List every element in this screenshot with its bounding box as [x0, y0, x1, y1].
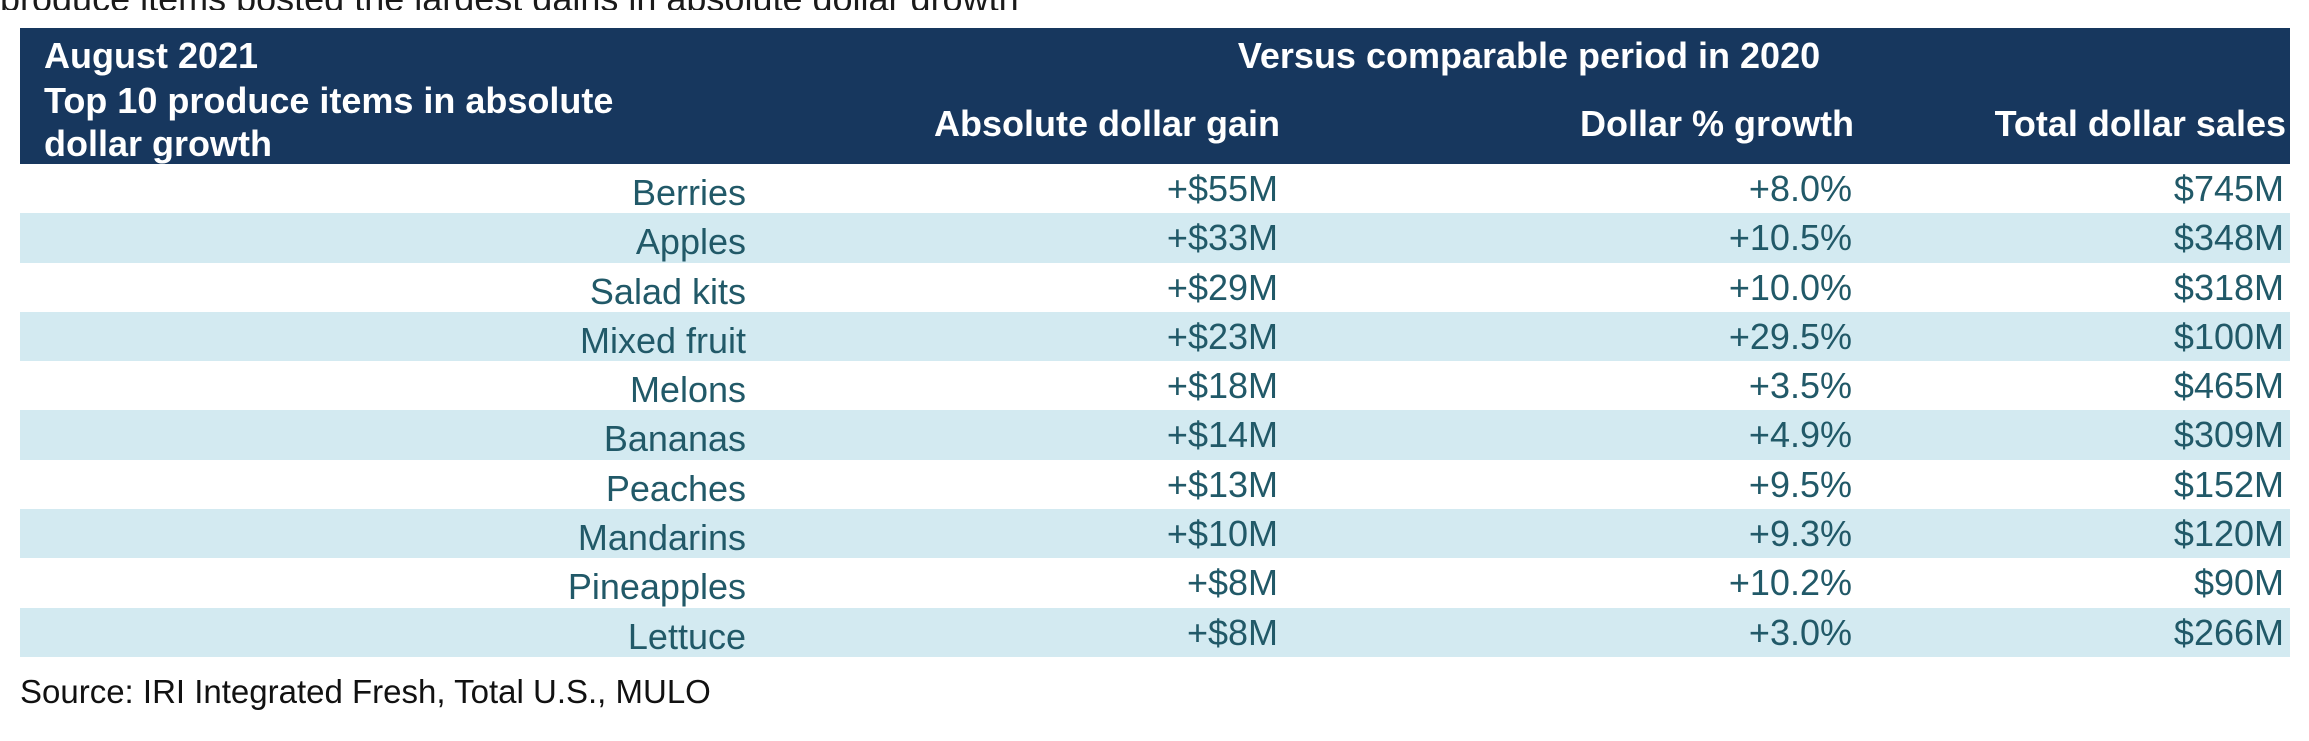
table-title-line-2: dollar growth: [44, 123, 272, 164]
absolute-gain-value: +$29M: [1166, 266, 1278, 308]
produce-item-name: Lettuce: [627, 615, 746, 657]
total-sales-value: $120M: [2173, 513, 2284, 555]
table-row: Bananas +$14M +4.9% $309M: [20, 410, 2290, 460]
comparison-period-heading: Versus comparable period in 2020: [1237, 35, 1821, 76]
absolute-gain-value: +$18M: [1166, 365, 1278, 407]
total-sales-value: $100M: [2173, 315, 2284, 357]
absolute-gain-value: +$8M: [1186, 562, 1278, 604]
produce-item-name: Berries: [631, 172, 746, 213]
table-title-line-1: Top 10 produce items in absolute: [44, 80, 614, 121]
table-row: Melons +$18M +3.5% $465M: [20, 361, 2290, 410]
percent-growth-value: +10.5%: [1728, 217, 1852, 259]
absolute-gain-value: +$33M: [1166, 217, 1278, 259]
table-row: Salad kits +$29M +10.0% $318M: [20, 263, 2290, 312]
intro-text-fragment: produce items posted the largest gains i…: [0, 0, 1019, 10]
column-header-absolute-gain: Absolute dollar gain: [933, 103, 1280, 144]
absolute-gain-value: +$13M: [1166, 463, 1278, 505]
percent-growth-value: +10.0%: [1728, 266, 1852, 308]
table-row: Pineapples +$8M +10.2% $90M: [20, 558, 2290, 607]
table-row: Apples +$33M +10.5% $348M: [20, 213, 2290, 263]
table-body: Berries +$55M +8.0% $745M Apples +$33M +10.5% $…: [20, 164, 2290, 657]
total-sales-value: $266M: [2173, 611, 2284, 653]
percent-growth-value: +29.5%: [1728, 315, 1852, 357]
percent-growth-value: +3.5%: [1748, 365, 1852, 407]
produce-item-name: Apples: [635, 221, 746, 263]
percent-growth-value: +4.9%: [1748, 414, 1852, 456]
table-row: Peaches +$13M +9.5% $152M: [20, 460, 2290, 509]
total-sales-value: $152M: [2173, 463, 2284, 505]
produce-item-name: Salad kits: [589, 270, 746, 312]
period-label: August 2021: [44, 35, 259, 76]
total-sales-value: $309M: [2173, 414, 2284, 456]
total-sales-value: $465M: [2173, 365, 2284, 407]
produce-item-name: Pineapples: [567, 566, 746, 608]
percent-growth-value: +9.5%: [1748, 463, 1852, 505]
column-header-total-sales: Total dollar sales: [1994, 103, 2286, 144]
source-note: Source: IRI Integrated Fresh, Total U.S.…: [20, 673, 711, 710]
table-row: Lettuce +$8M +3.0% $266M: [20, 607, 2290, 657]
percent-growth-value: +8.0%: [1748, 168, 1852, 209]
table-row: Mixed fruit +$23M +29.5% $100M: [20, 311, 2290, 362]
produce-growth-table: August 2021 Top 10 produce items in abso…: [20, 28, 2290, 657]
percent-growth-value: +9.3%: [1748, 513, 1852, 555]
absolute-gain-value: +$23M: [1166, 315, 1278, 357]
total-sales-value: $318M: [2173, 266, 2284, 308]
absolute-gain-value: +$8M: [1186, 611, 1278, 653]
produce-item-name: Mixed fruit: [579, 319, 746, 361]
percent-growth-value: +3.0%: [1748, 611, 1852, 653]
produce-item-name: Bananas: [603, 418, 746, 460]
produce-item-name: Mandarins: [577, 517, 746, 559]
total-sales-value: $348M: [2173, 217, 2284, 259]
total-sales-value: $90M: [2193, 562, 2284, 604]
table-row: Berries +$55M +8.0% $745M: [20, 164, 2290, 213]
table-header: August 2021 Top 10 produce items in abso…: [20, 28, 2290, 164]
header-title-cell: August 2021 Top 10 produce items in abso…: [20, 28, 768, 164]
column-header-percent-growth: Dollar % growth: [1579, 103, 1854, 144]
produce-item-name: Peaches: [605, 467, 746, 509]
produce-item-name: Melons: [629, 369, 746, 411]
absolute-gain-value: +$10M: [1166, 513, 1278, 555]
total-sales-value: $745M: [2173, 168, 2284, 209]
absolute-gain-value: +$55M: [1166, 168, 1278, 209]
absolute-gain-value: +$14M: [1166, 414, 1278, 456]
percent-growth-value: +10.2%: [1728, 562, 1852, 604]
table-row: Mandarins +$10M +9.3% $120M: [20, 509, 2290, 559]
